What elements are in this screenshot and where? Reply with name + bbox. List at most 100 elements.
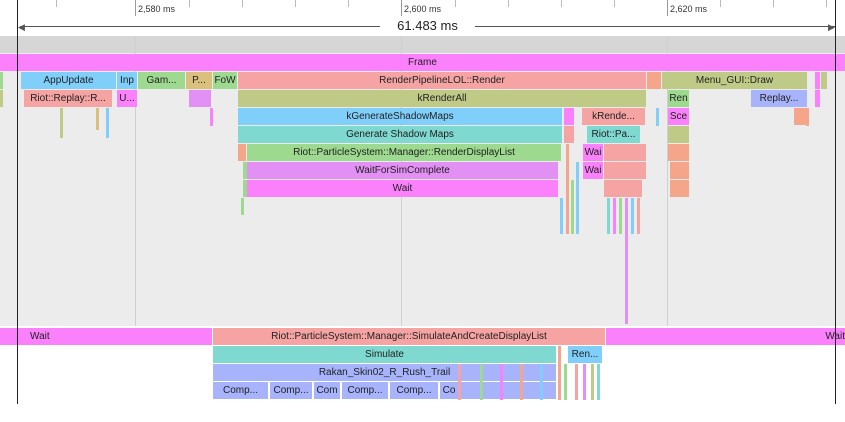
zone-sliver[interactable] bbox=[571, 180, 574, 234]
zone-replay-menu[interactable]: Replay... bbox=[751, 90, 807, 107]
ruler-tick bbox=[667, 0, 668, 16]
ruler-minor-tick bbox=[348, 0, 349, 7]
zone-sliver[interactable] bbox=[520, 364, 523, 400]
zone-comp-4[interactable]: Comp... bbox=[342, 382, 388, 399]
range-arrow-right-icon: ▶ bbox=[828, 22, 835, 32]
zone-wait-a[interactable]: Wai bbox=[583, 144, 603, 161]
zone-sliver[interactable] bbox=[821, 72, 827, 89]
zone-kgenerate-shadow-maps[interactable]: kGenerateShadowMaps bbox=[238, 108, 562, 125]
zone-u[interactable]: U... bbox=[117, 90, 137, 107]
zone-sliver[interactable] bbox=[458, 364, 461, 400]
zone-sliver[interactable] bbox=[243, 180, 247, 197]
ruler-minor-tick bbox=[455, 0, 456, 7]
zone-replay[interactable]: Riot::Replay::R... bbox=[24, 90, 112, 107]
zone-sliver[interactable] bbox=[480, 364, 483, 400]
zone-render-display-list[interactable]: Riot::ParticleSystem::Manager::RenderDis… bbox=[247, 144, 561, 161]
zone-rakan-trail[interactable]: Rakan_Skin02_R_Rush_Trail bbox=[213, 364, 556, 381]
zone-sliver[interactable] bbox=[106, 108, 109, 138]
zone-sliver[interactable] bbox=[607, 198, 610, 234]
ruler-minor-tick bbox=[189, 0, 190, 7]
zone-sliver[interactable] bbox=[670, 162, 689, 179]
zone-comp-1[interactable]: Comp... bbox=[213, 382, 268, 399]
zone-ren[interactable]: Ren bbox=[668, 90, 689, 107]
zone-sliver[interactable] bbox=[591, 364, 594, 400]
zone-sliver[interactable] bbox=[613, 198, 616, 234]
zone-worker-wait-right[interactable]: Wait bbox=[606, 328, 845, 345]
zone-worker-wait[interactable]: Wait bbox=[0, 328, 212, 345]
zone-simulate[interactable]: Simulate bbox=[213, 346, 556, 363]
zone-sliver[interactable] bbox=[668, 144, 689, 161]
zone-krender[interactable]: kRende... bbox=[582, 108, 645, 125]
zone-sliver[interactable] bbox=[576, 162, 579, 234]
zone-sliver[interactable] bbox=[597, 364, 600, 400]
ruler-minor-tick bbox=[614, 0, 615, 7]
zone-app-update[interactable]: AppUpdate bbox=[21, 72, 116, 89]
zone-sliver[interactable] bbox=[806, 108, 809, 126]
zone-sce[interactable]: Sce bbox=[668, 108, 689, 125]
ruler-tick bbox=[401, 0, 402, 16]
range-arrow-left-icon: ◀ bbox=[18, 22, 25, 32]
zone-wait-b[interactable]: Wai bbox=[583, 162, 603, 179]
frame-boundary-right bbox=[835, 0, 836, 404]
zone-comp-rest[interactable] bbox=[460, 382, 556, 399]
zone-sliver[interactable] bbox=[96, 108, 99, 130]
zone-game[interactable]: Gam... bbox=[138, 72, 185, 89]
zone-sliver[interactable] bbox=[647, 72, 661, 89]
zone-sliver[interactable] bbox=[631, 198, 634, 234]
zone-sliver[interactable] bbox=[60, 108, 63, 138]
zone-sliver[interactable] bbox=[575, 364, 578, 400]
zone-simulate-and-create-display-list[interactable]: Riot::ParticleSystem::Manager::SimulateA… bbox=[213, 328, 605, 345]
frame-boundary-left bbox=[17, 0, 18, 404]
zone-sliver[interactable] bbox=[558, 346, 561, 400]
zone-sliver[interactable] bbox=[564, 126, 574, 143]
zone-sliver[interactable] bbox=[619, 198, 622, 234]
zone-sliver[interactable] bbox=[241, 198, 244, 215]
zone-comp-2[interactable]: Comp... bbox=[270, 382, 312, 399]
zone-krenderall[interactable]: kRenderAll bbox=[238, 90, 646, 107]
zone-sliver[interactable] bbox=[560, 198, 563, 234]
zone-menu-gui-draw[interactable]: Menu_GUI::Draw bbox=[662, 72, 807, 89]
zone-sliver[interactable] bbox=[815, 72, 820, 89]
zone-sliver[interactable] bbox=[583, 364, 586, 400]
zone-sliver[interactable] bbox=[564, 108, 574, 125]
ruler-minor-tick bbox=[720, 0, 721, 7]
ruler-minor-tick bbox=[56, 0, 57, 7]
grid-line bbox=[401, 36, 402, 404]
zone-sliver[interactable] bbox=[656, 108, 659, 126]
zone-sliver[interactable] bbox=[564, 364, 567, 400]
zone-fow[interactable]: FoW bbox=[213, 72, 237, 89]
zone-sliver[interactable] bbox=[637, 198, 640, 234]
zone-render-pipeline[interactable]: RenderPipelineLOL::Render bbox=[238, 72, 646, 89]
zone-sliver[interactable] bbox=[566, 144, 569, 234]
zone-frame[interactable]: Frame bbox=[0, 54, 845, 71]
zone-sliver[interactable] bbox=[794, 108, 806, 125]
zone-sliver[interactable] bbox=[0, 72, 3, 89]
zone-sliver[interactable] bbox=[540, 364, 543, 400]
zone-ren-worker[interactable]: Ren... bbox=[568, 346, 602, 363]
timeline-ruler[interactable]: 2,580 ms 2,600 ms 2,620 ms ◀ ▶ 61.483 ms bbox=[0, 0, 845, 37]
zone-sliver[interactable] bbox=[604, 162, 646, 179]
zone-p[interactable]: P... bbox=[186, 72, 212, 89]
zone-sliver[interactable] bbox=[604, 144, 646, 161]
zone-sliver[interactable] bbox=[500, 364, 503, 400]
zone-sliver[interactable] bbox=[189, 90, 211, 107]
zone-input[interactable]: Inp bbox=[117, 72, 137, 89]
zone-sliver[interactable] bbox=[668, 126, 689, 143]
ruler-minor-tick bbox=[242, 0, 243, 7]
zone-sliver[interactable] bbox=[238, 144, 246, 161]
zone-sliver[interactable] bbox=[604, 180, 642, 197]
grid-line bbox=[667, 36, 668, 404]
zone-generate-shadow-maps[interactable]: Generate Shadow Maps bbox=[238, 126, 562, 143]
zone-sliver[interactable] bbox=[210, 108, 213, 126]
zone-sliver[interactable] bbox=[815, 90, 820, 107]
zone-sliver[interactable] bbox=[243, 162, 247, 179]
zone-wait-for-sim-complete[interactable]: WaitForSimComplete bbox=[247, 162, 558, 179]
zone-comp-3[interactable]: Com bbox=[314, 382, 340, 399]
zone-sliver[interactable] bbox=[0, 90, 3, 107]
zone-comp-5[interactable]: Comp... bbox=[390, 382, 438, 399]
zone-riot-pa[interactable]: Riot::Pa... bbox=[587, 126, 640, 143]
zone-sliver[interactable] bbox=[670, 180, 689, 197]
zone-comp-6[interactable]: Co bbox=[440, 382, 458, 399]
zone-wait[interactable]: Wait bbox=[247, 180, 558, 197]
zone-sliver[interactable] bbox=[625, 198, 628, 324]
